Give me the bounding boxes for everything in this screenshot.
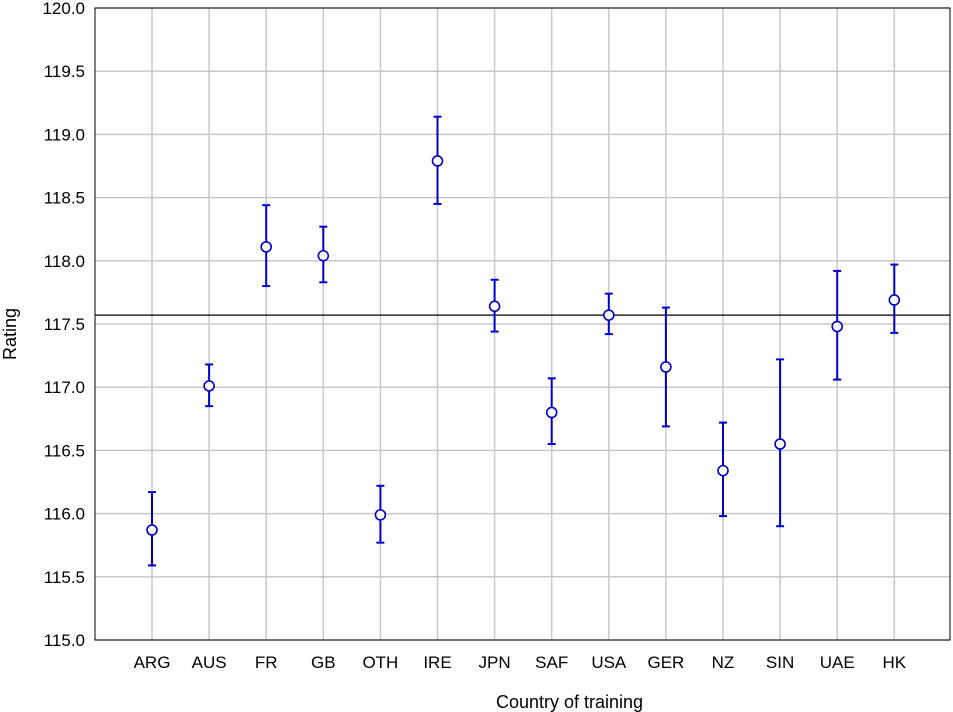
x-tick-label: AUS [192,653,227,672]
data-point-hk [888,263,901,334]
y-tick-label: 117.0 [44,378,85,397]
y-tick-label: 118.0 [44,252,85,271]
data-point-arg [146,491,158,567]
x-tick-labels: ARG AUS FR GB OTH IRE JPN SAF USA GER NZ SIN UAE HK [134,653,907,672]
x-tick-label: ARG [134,653,171,672]
x-tick-label: FR [255,653,278,672]
x-tick-label: OTH [362,653,398,672]
x-tick-label: SAF [535,653,568,672]
mean-marker [717,464,729,477]
x-tick-label: SIN [766,653,794,672]
mean-marker [374,509,387,521]
mean-marker [888,294,901,306]
y-axis-title: Rating [0,308,20,360]
data-point-gb [317,225,330,284]
y-tick-label: 117.5 [44,315,85,334]
plot-frame [94,7,951,641]
mean-marker [488,300,501,313]
grid-lines [95,7,950,641]
data-point-ger [660,306,672,428]
data-point-ire [431,115,444,205]
data-point-fr [260,204,273,288]
x-tick-label: GER [647,653,684,672]
mean-marker [774,438,786,450]
data-point-jpn [488,278,501,333]
data-point-saf [545,377,558,446]
mean-marker [545,406,558,419]
x-tick-label: JPN [479,653,511,672]
data-point-aus [203,363,215,408]
mean-marker [317,249,330,262]
y-tick-label: 120.0 [42,0,85,18]
y-tick-label: 119.0 [44,125,85,144]
mean-marker [431,155,444,167]
x-tick-label: USA [591,653,627,672]
y-tick-labels: 115.0 115.5 116.0 116.5 117.0 117.5 118.0 118.5… [42,0,85,650]
y-tick-label: 116.0 [44,505,85,524]
data-points [146,115,901,567]
y-tick-label: 119.5 [44,62,85,81]
x-tick-label: HK [882,653,906,672]
x-tick-label: GB [311,653,336,672]
y-tick-label: 118.5 [44,189,85,208]
data-point-uae [831,269,844,381]
data-point-usa [602,292,615,336]
mean-marker [831,320,844,333]
data-point-oth [374,484,387,544]
mean-marker [660,361,672,373]
mean-marker [602,309,615,321]
x-tick-label: NZ [712,653,735,672]
mean-marker [203,380,215,392]
x-axis-title: Country of training [496,692,643,712]
data-point-nz [717,421,729,518]
y-tick-label: 116.5 [44,441,85,460]
x-tick-label: IRE [423,653,451,672]
y-tick-label: 115.0 [44,631,85,650]
data-point-sin [774,358,786,528]
x-tick-label: UAE [820,653,855,672]
mean-marker [146,524,158,536]
y-tick-label: 115.5 [44,568,85,587]
mean-marker [260,241,273,253]
